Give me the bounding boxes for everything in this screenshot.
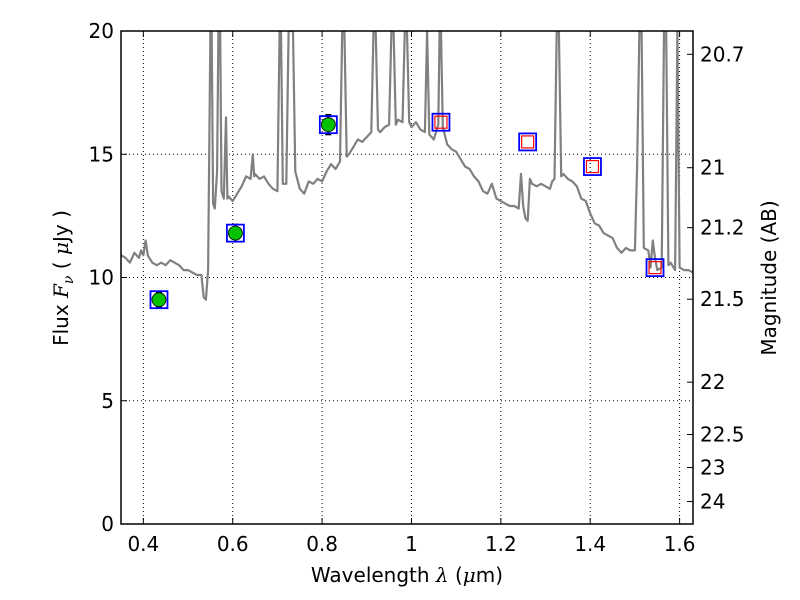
right-tick-label: 20.7 bbox=[700, 42, 745, 66]
y-tick-label: 15 bbox=[89, 142, 114, 166]
y-axis-label: Flux Fν ( μJy ) bbox=[49, 210, 77, 346]
model-square-inner bbox=[585, 159, 600, 174]
x-tick-label: 0.8 bbox=[306, 532, 338, 556]
model-square bbox=[225, 223, 245, 243]
y-tick-label: 20 bbox=[89, 19, 114, 43]
right-tick-label: 21.5 bbox=[700, 287, 745, 311]
model-square bbox=[583, 157, 602, 176]
x-tick-label: 1.6 bbox=[664, 532, 696, 556]
markers bbox=[149, 112, 665, 310]
observed-point bbox=[227, 225, 243, 241]
model-square bbox=[431, 112, 451, 132]
right-tick-label: 21.2 bbox=[700, 216, 745, 240]
observed-point bbox=[151, 292, 167, 308]
spectrum-line bbox=[121, 31, 693, 301]
y-tick-label: 5 bbox=[101, 389, 114, 413]
x-tick-label: 1.2 bbox=[485, 532, 517, 556]
x-tick-label: 1 bbox=[405, 532, 418, 556]
y-tick-label: 10 bbox=[89, 266, 114, 290]
right-tick-label: 22 bbox=[700, 370, 725, 394]
model-square-inner bbox=[434, 115, 448, 129]
x-tick-label: 0.6 bbox=[217, 532, 249, 556]
right-tick-label: 23 bbox=[700, 456, 725, 480]
x-tick-label: 1.4 bbox=[574, 532, 606, 556]
x-tick-label: 0.4 bbox=[127, 532, 159, 556]
model-square bbox=[518, 132, 538, 152]
model-square bbox=[149, 290, 169, 310]
y-tick-label: 0 bbox=[101, 512, 114, 536]
y-axis-right-label: Magnitude (AB) bbox=[757, 200, 781, 355]
model-square-inner bbox=[648, 261, 662, 275]
observed-point bbox=[320, 117, 336, 133]
right-tick-label: 22.5 bbox=[700, 423, 745, 447]
model-square bbox=[318, 115, 338, 135]
right-tick-label: 21 bbox=[700, 156, 725, 180]
right-tick-label: 24 bbox=[700, 490, 725, 514]
grid bbox=[121, 31, 693, 524]
ticks: 0.4 0.6 0.8 1 1.2 1.4 1.6 0 5 10 15 20 20.7 21 21.2 21.… bbox=[89, 19, 745, 556]
model-square-inner bbox=[521, 135, 535, 149]
model-square bbox=[645, 258, 665, 278]
spectrum bbox=[121, 31, 693, 301]
x-axis-label: Wavelength λ (μm) bbox=[311, 563, 503, 587]
